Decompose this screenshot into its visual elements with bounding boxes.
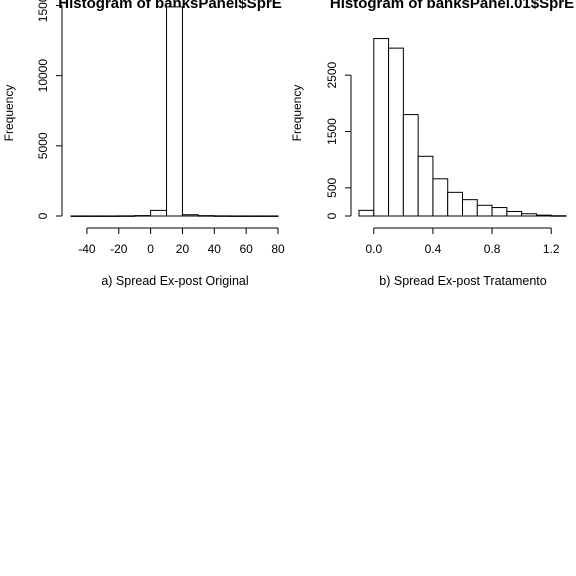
panel-a-caption: a) Spread Ex-post Original xyxy=(101,274,248,288)
panel-a-x-tick-label: 60 xyxy=(239,242,253,256)
panel-b-x-tick-label: 0.8 xyxy=(484,242,501,256)
panel-b-bar xyxy=(462,199,478,217)
panel-a-x-tick-label: 0 xyxy=(147,242,154,256)
panel-b-x-tick-label: 1.2 xyxy=(543,242,560,256)
panel-a-y-axis: 0 5000 10000 15000 xyxy=(36,0,63,219)
panel-b-x-tick-label: 0.0 xyxy=(365,242,382,256)
panel-a-x-tick-label: 20 xyxy=(176,242,190,256)
panel-a: Histogram of banksPanel$SprE Frequency -… xyxy=(2,0,285,288)
panel-b-ylabel: Frequency xyxy=(290,85,304,142)
panel-b-caption: b) Spread Ex-post Tratamento xyxy=(379,274,546,288)
panel-a-x-tick-label: -40 xyxy=(78,242,96,256)
panel-b-bar xyxy=(373,38,390,217)
panel-a-bars xyxy=(70,6,279,217)
panel-a-y-tick-label: 5000 xyxy=(36,132,50,159)
panel-a-bar xyxy=(181,214,199,217)
panel-b-y-tick-label: 1500 xyxy=(325,118,339,145)
panel-a-title: Histogram of banksPanel$SprE xyxy=(58,0,281,12)
panel-a-bar xyxy=(197,215,215,217)
panel-b-x-axis: 0.0 0.4 0.8 1.2 xyxy=(365,227,560,256)
panel-b-y-tick-label: 500 xyxy=(325,178,339,198)
panel-a-bar xyxy=(261,215,279,217)
panel-a-y-tick-label: 10000 xyxy=(36,59,50,93)
panel-a-bar xyxy=(245,215,263,217)
panel-b-bar xyxy=(521,213,537,217)
panel-b-bars xyxy=(358,38,567,217)
panel-a-x-tick-label: 40 xyxy=(208,242,222,256)
panel-b-bar xyxy=(506,210,523,217)
panel-b-bar xyxy=(447,191,463,217)
panel-b-bar xyxy=(432,178,449,217)
panel-a-bar xyxy=(229,215,247,217)
panel-b-bar xyxy=(476,204,493,217)
panel-a-bar xyxy=(118,215,136,217)
panel-a-bar xyxy=(102,215,120,217)
panel-a-bar xyxy=(70,215,88,217)
panel-a-x-tick-label: 80 xyxy=(271,242,285,256)
panel-b-y-tick-label: 2500 xyxy=(325,61,339,88)
panel-b-bar xyxy=(388,47,404,217)
panel-b: Histogram of banksPanel.01$SprE Frequenc… xyxy=(290,0,574,288)
panel-a-x-tick-label: -20 xyxy=(110,242,128,256)
panel-b-y-axis: 0 500 1500 2500 xyxy=(325,61,352,219)
panel-b-bar xyxy=(550,215,567,217)
panel-a-bar xyxy=(166,6,183,217)
panel-a-bar xyxy=(150,209,168,217)
panel-b-bar xyxy=(535,214,552,217)
panel-b-title: Histogram of banksPanel.01$SprE xyxy=(330,0,574,12)
panel-b-y-tick-label: 0 xyxy=(325,212,339,219)
panel-a-bar xyxy=(86,215,104,217)
panel-b-x-tick-label: 0.4 xyxy=(425,242,442,256)
panel-b-bar xyxy=(491,207,508,217)
panel-a-bar xyxy=(134,215,152,217)
panel-a-y-tick-label: 15000 xyxy=(36,0,50,22)
panel-a-y-tick-label: 0 xyxy=(36,212,50,219)
panel-a-x-axis: -40 -20 0 20 40 60 80 xyxy=(78,227,285,256)
panel-b-bar xyxy=(417,155,434,217)
panel-a-bar xyxy=(213,215,231,217)
panel-a-ylabel: Frequency xyxy=(2,85,16,142)
panel-b-bar xyxy=(402,114,419,217)
panel-b-bar xyxy=(358,209,375,217)
